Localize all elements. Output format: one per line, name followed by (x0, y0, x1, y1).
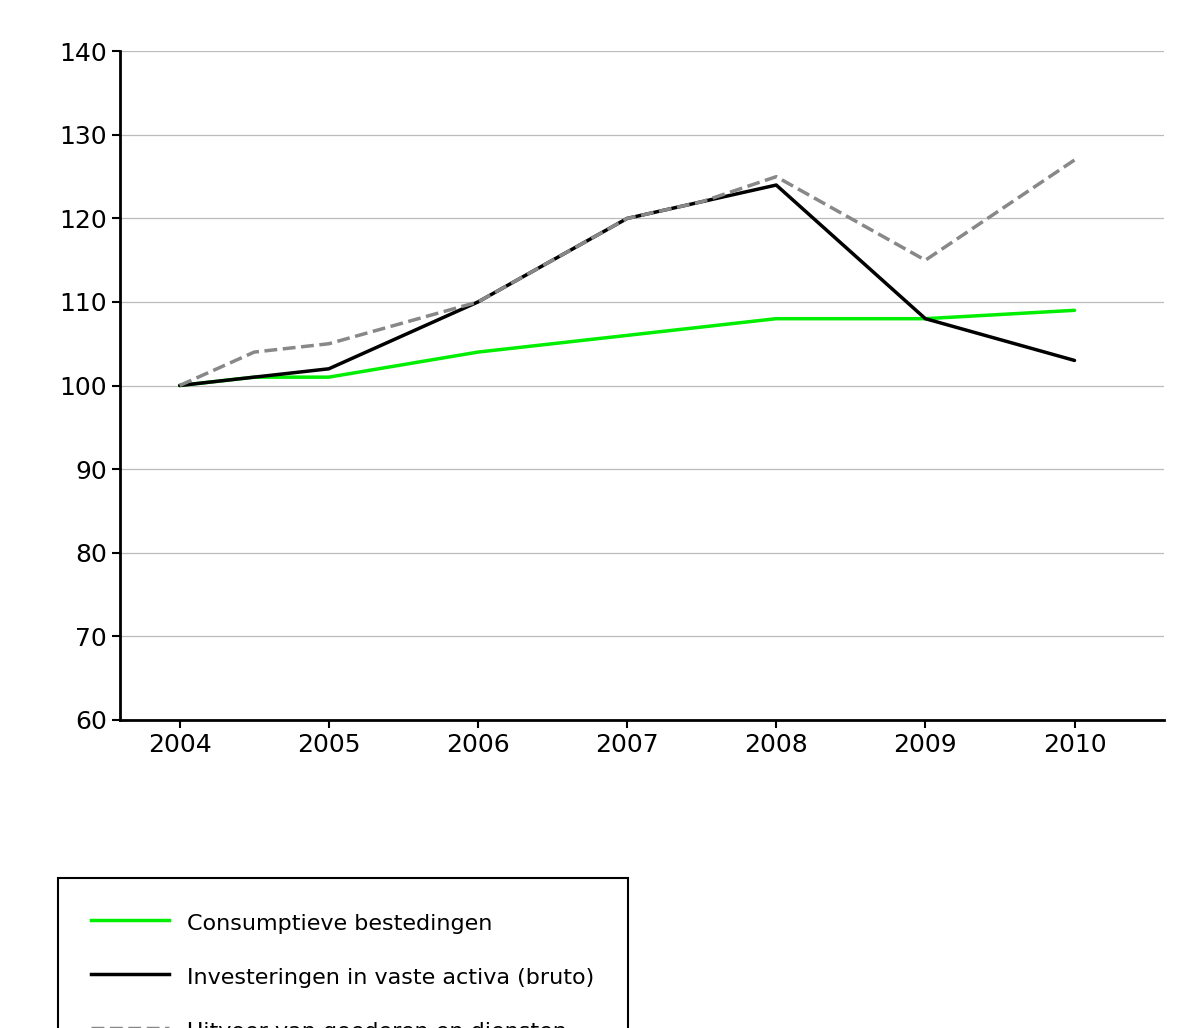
Consumptieve bestedingen (918, 313, 932, 325)
Legend: Consumptieve bestedingen, Investeringen in vaste activa (bruto), Uitvoer van goe: Consumptieve bestedingen, Investeringen … (58, 878, 628, 1028)
Investeringen in vaste activa (bruto) (620, 213, 635, 225)
Line: Consumptieve bestedingen: Consumptieve bestedingen (180, 310, 1074, 386)
Line: Uitvoer van goederen en diensten: Uitvoer van goederen en diensten (180, 160, 1074, 386)
Uitvoer van goederen en diensten (173, 379, 187, 392)
Consumptieve bestedingen (769, 313, 784, 325)
Consumptieve bestedingen (173, 379, 187, 392)
Consumptieve bestedingen (470, 346, 485, 359)
Uitvoer van goederen en diensten (1067, 154, 1081, 167)
Uitvoer van goederen en diensten (620, 213, 635, 225)
Investeringen in vaste activa (bruto) (769, 179, 784, 191)
Investeringen in vaste activa (bruto) (247, 371, 262, 383)
Investeringen in vaste activa (bruto) (695, 195, 709, 208)
Investeringen in vaste activa (bruto) (322, 363, 336, 375)
Line: Investeringen in vaste activa (bruto): Investeringen in vaste activa (bruto) (180, 185, 1074, 386)
Consumptieve bestedingen (620, 329, 635, 341)
Investeringen in vaste activa (bruto) (470, 296, 485, 308)
Consumptieve bestedingen (1067, 304, 1081, 317)
Consumptieve bestedingen (247, 371, 262, 383)
Uitvoer van goederen en diensten (322, 337, 336, 350)
Investeringen in vaste activa (bruto) (918, 313, 932, 325)
Uitvoer van goederen en diensten (918, 254, 932, 266)
Uitvoer van goederen en diensten (470, 296, 485, 308)
Investeringen in vaste activa (bruto) (173, 379, 187, 392)
Uitvoer van goederen en diensten (769, 171, 784, 183)
Consumptieve bestedingen (322, 371, 336, 383)
Investeringen in vaste activa (bruto) (1067, 355, 1081, 367)
Uitvoer van goederen en diensten (695, 195, 709, 208)
Consumptieve bestedingen (695, 321, 709, 333)
Uitvoer van goederen en diensten (247, 346, 262, 359)
